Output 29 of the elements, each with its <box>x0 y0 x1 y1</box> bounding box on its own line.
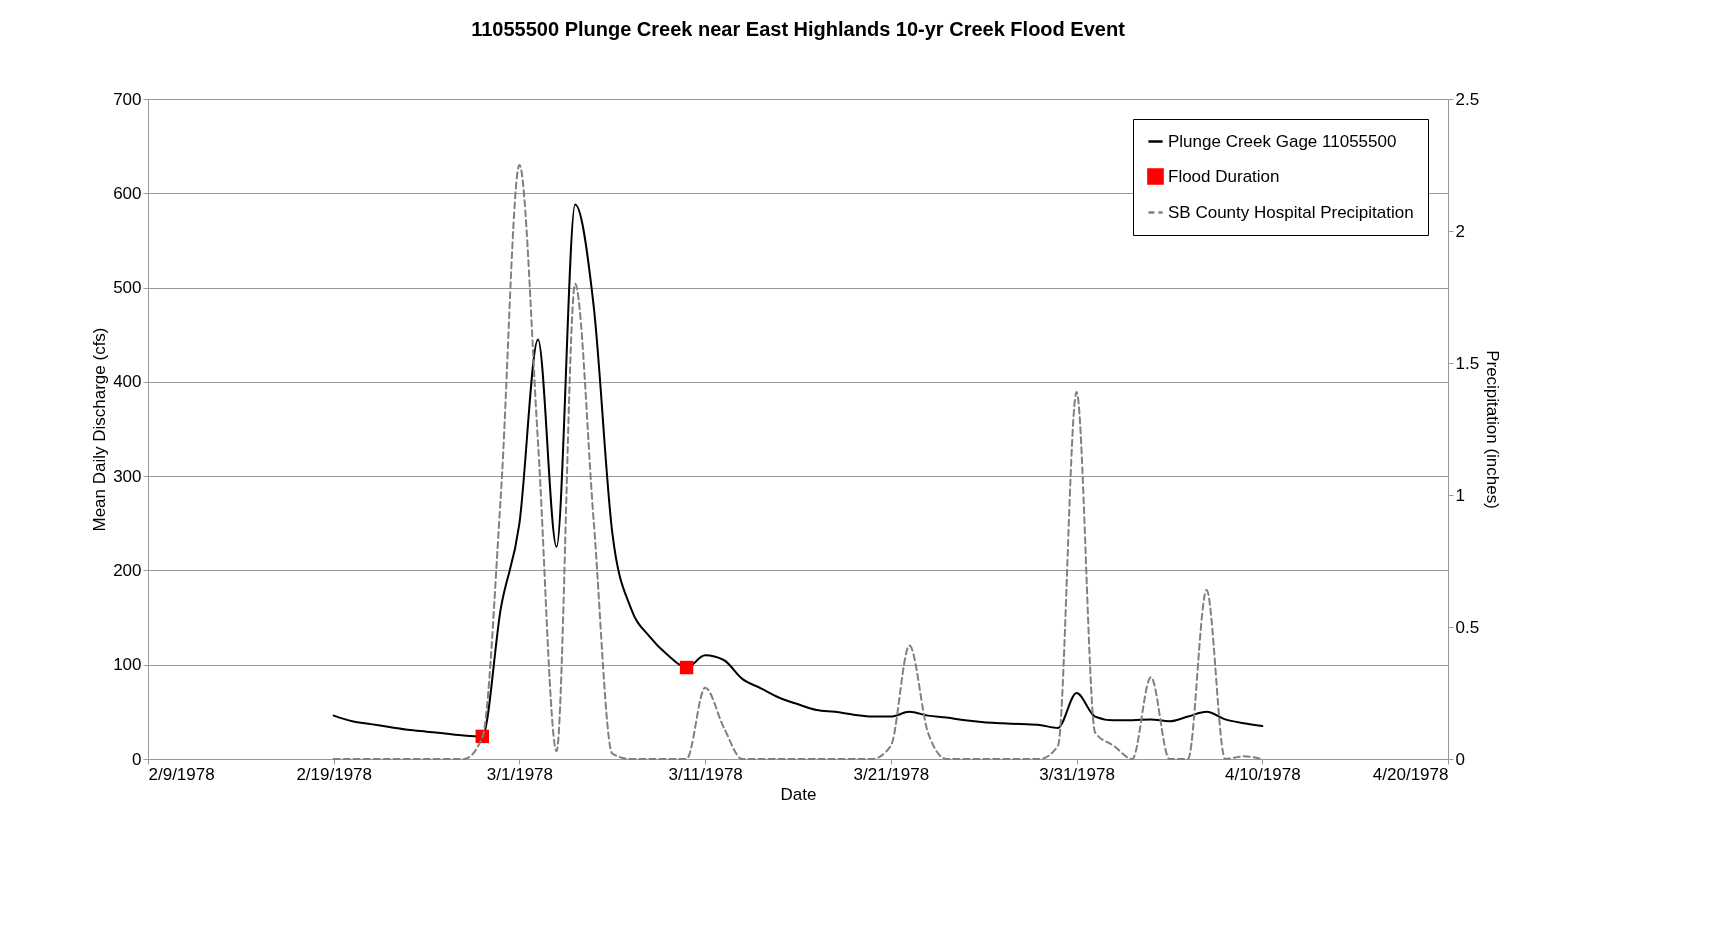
y-tick-label: 700 <box>113 89 142 109</box>
y2-tick-label: 1 <box>1455 485 1465 505</box>
x-tick-label: 3/31/1978 <box>1039 764 1115 784</box>
legend-label: Flood Duration <box>1168 166 1280 186</box>
y2-tick-label: 1.5 <box>1455 353 1480 373</box>
y2-tick-label: 0 <box>1455 749 1465 769</box>
y-tick-label: 200 <box>113 560 142 580</box>
x-tick-label: 3/11/1978 <box>668 764 743 784</box>
y2-tick-label: 2 <box>1455 221 1465 241</box>
x-tick-label: 2/9/1978 <box>148 764 215 784</box>
x-tick-label: 3/1/1978 <box>486 764 554 784</box>
chart-title: 11055500 Plunge Creek near East Highlands 10-yr Creek Flood Event <box>471 18 1126 40</box>
y-tick-label: 300 <box>113 466 142 486</box>
y-tick-label: 500 <box>113 278 142 298</box>
x-tick-label: 3/21/1978 <box>853 764 930 784</box>
y-tick-label: 0 <box>132 749 142 769</box>
y-tick-label: 400 <box>113 372 142 392</box>
y2-tick-label: 0.5 <box>1455 617 1480 637</box>
y2-axis-title: Precipitation (inches) <box>1483 350 1503 509</box>
y-axis-title: Mean Daily Discharge (cfs) <box>90 327 110 532</box>
legend-label: SB County Hospital Precipitation <box>1168 202 1414 222</box>
y-tick-label: 600 <box>113 183 142 203</box>
x-tick-label: 2/19/1978 <box>296 764 373 784</box>
x-tick-label: 4/10/1978 <box>1224 764 1301 784</box>
y2-tick-label: 2.5 <box>1455 89 1480 109</box>
legend-label: Plunge Creek Gage 11055500 <box>1168 131 1397 151</box>
x-tick-label: 4/20/1978 <box>1372 764 1449 784</box>
x-axis-title: Date <box>780 784 817 804</box>
y-tick-label: 100 <box>113 655 142 675</box>
